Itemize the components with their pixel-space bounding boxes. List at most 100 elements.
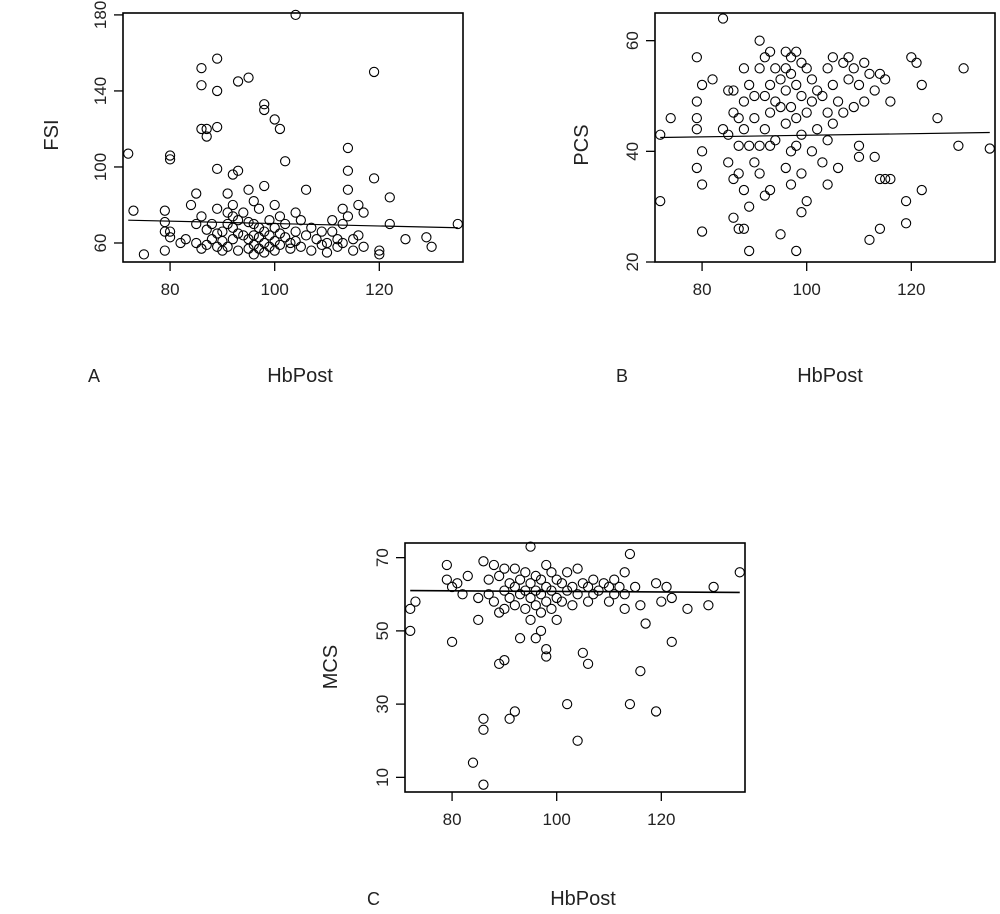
panel-b-data-point [822, 179, 833, 190]
panel-a-data-point [285, 243, 296, 254]
panel-a-data-point [164, 232, 176, 243]
panel-b-x-label: HbPost [797, 365, 863, 387]
panel-c-x-label: HbPost [550, 888, 616, 910]
panel-a-data-point [311, 234, 322, 245]
panel-b-data-point [754, 63, 765, 74]
panel-c-data-point [509, 706, 520, 717]
panel-c-data-point [635, 666, 646, 677]
panel-b-data-point [838, 57, 849, 68]
panel-a-data-point [332, 234, 343, 245]
panel-c-data-point [478, 713, 489, 724]
panel-b-data-point [827, 79, 838, 91]
panel-b-data-point [749, 112, 760, 124]
panel-a-data-point [306, 222, 317, 233]
panel-a-data-point [212, 241, 223, 252]
panel-a-data-point [374, 245, 385, 256]
panel-a-data-point [400, 234, 411, 245]
panel-a-trend-line [128, 219, 458, 229]
panel-a-data-point [227, 211, 238, 222]
panel-c-data-point [494, 658, 505, 669]
panel-c-data-point [635, 600, 646, 611]
panel-a-data-point [217, 235, 228, 247]
panel-b-data-point [780, 63, 791, 74]
panel-b-data-point [780, 162, 791, 174]
panel-b-data-point [738, 223, 750, 234]
panel-a-data-point [196, 211, 207, 222]
panel-b-data-point [723, 129, 734, 140]
panel-a-data-point [232, 76, 244, 87]
panel-a-data-point [274, 239, 286, 251]
panel-b-points [655, 13, 995, 257]
panel-a-data-point [243, 243, 254, 254]
panel-b-data-point [911, 57, 922, 68]
panel-c-data-point [603, 596, 615, 607]
panel-c-data-point [514, 574, 526, 585]
panel-b-data-point [880, 173, 891, 185]
panel-c-y-tick-label: 70 [373, 548, 392, 567]
panel-c-data-point [473, 614, 484, 626]
panel-b-data-point [754, 35, 765, 46]
panel-a-data-point [201, 239, 212, 251]
panel-a-y-tick-label: 60 [91, 234, 110, 253]
panel-a-data-point [164, 154, 176, 165]
panel-a-data-point [374, 249, 385, 260]
panel-b-data-point [869, 85, 880, 96]
panel-b-data-point [827, 118, 838, 129]
panel-a-data-point [259, 99, 270, 110]
panel-b-data-point [806, 146, 818, 157]
panel-a-data-point [243, 72, 254, 83]
panel-a-data-point [264, 241, 275, 252]
panel-b-data-point [801, 107, 812, 118]
panel-c-data-point [650, 578, 662, 589]
panel-c-data-point [514, 589, 526, 600]
panel-b-data-point [696, 226, 708, 237]
panel-c-y-tick-label: 30 [373, 695, 392, 714]
panel-a-data-point [269, 199, 280, 211]
panel-b-data-point [832, 96, 844, 107]
panel-a-y-tick-label: 140 [91, 77, 110, 105]
panel-c-data-point [452, 578, 463, 589]
panel-c-data-point [483, 574, 494, 585]
panel-c-y-tick-label: 50 [373, 621, 392, 640]
panel-b-data-point [775, 101, 786, 113]
panel-b-data-point [853, 140, 865, 151]
panel-b-data-point [780, 46, 791, 57]
panel-c-data-point [509, 600, 520, 611]
panel-c-data-point [562, 698, 573, 710]
panel-c: 80 100 120 10 30 50 70 HbPost MCS C [320, 541, 746, 910]
panel-b-data-point [984, 143, 995, 154]
panel-b-data-point [717, 13, 729, 24]
panel-a-data-point [337, 237, 348, 249]
panel-b-data-point [744, 245, 755, 257]
panel-a-data-point [212, 203, 223, 214]
panel-a-data-point [342, 165, 354, 176]
panel-b-data-point [916, 79, 927, 91]
panel-b-data-point [754, 168, 765, 179]
panel-b-data-point [785, 52, 797, 63]
panel-c-data-point [551, 614, 562, 626]
panel-c-data-point [535, 589, 547, 600]
panel-a-data-point [348, 245, 359, 256]
panel-a-data-point [222, 207, 233, 218]
panel-c-data-point [582, 658, 594, 669]
panel-a-data-point [191, 237, 202, 249]
panel-a-data-point [300, 184, 312, 195]
panel-c-data-point [535, 607, 547, 618]
panel-b-data-point [728, 107, 739, 118]
panel-a-data-point [196, 80, 207, 91]
panel-c-data-point [562, 567, 573, 578]
panel-b-data-point [806, 96, 818, 107]
panel-a-data-point [274, 228, 286, 239]
panel-b-data-point [827, 52, 838, 63]
panel-b-data-point [733, 140, 744, 151]
panel-b-data-point [696, 146, 708, 157]
panel-c-data-point [572, 563, 583, 574]
panel-a-x-label: HbPost [267, 365, 333, 387]
panel-c-data-point [577, 647, 588, 659]
panel-b-x-tick-label: 80 [693, 280, 712, 299]
panel-c-data-point [520, 567, 531, 578]
panel-b-data-point [859, 96, 870, 107]
panel-a-data-point [358, 241, 369, 252]
panel-a-data-point [201, 131, 212, 142]
panel-c-letter: C [367, 889, 380, 909]
